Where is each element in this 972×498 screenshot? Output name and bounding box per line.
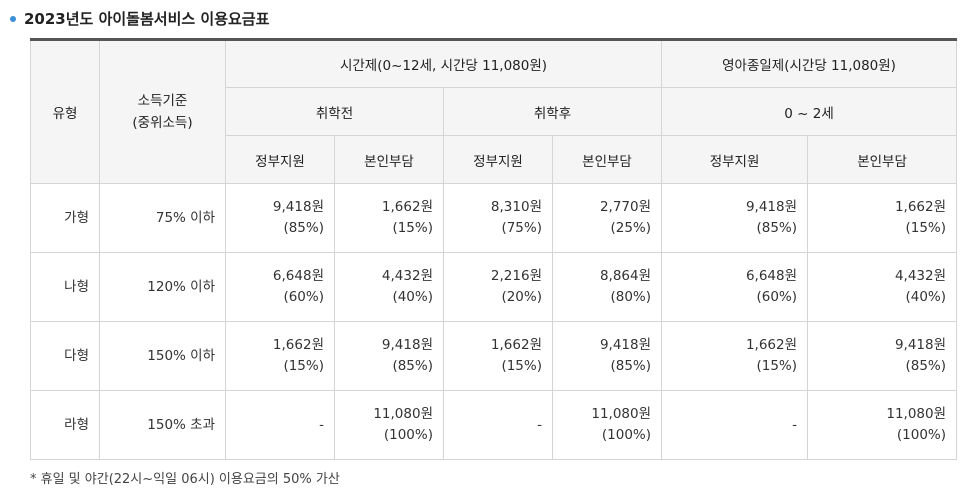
infant-self-cell: 4,432원 (40%) xyxy=(807,252,958,322)
header-gov: 정부지원 xyxy=(225,135,335,184)
header-self: 본인부담 xyxy=(551,135,663,184)
table-row: 다형 150% 이하 1,662원 (15%) 9,418원 (85%) 1,662원 … xyxy=(30,321,958,391)
infant-gov-cell: 9,418원 (85%) xyxy=(661,183,809,253)
footnote: * 휴일 및 야간(22시~익일 06시) 이용요금의 50% 가산 xyxy=(30,472,340,487)
hourly-post-gov-cell: 1,662원 (15%) xyxy=(443,321,553,391)
hourly-post-gov-cell: 2,216원 (20%) xyxy=(443,252,553,322)
header-self: 본인부담 xyxy=(807,135,958,184)
infant-self-cell: 11,080원 (100%) xyxy=(807,390,958,460)
hourly-pre-gov-cell: - xyxy=(225,390,335,460)
header-infant: 영아종일제(시간당 11,080원) xyxy=(661,38,958,88)
header-gov: 정부지원 xyxy=(661,135,809,184)
infant-self-cell: 1,662원 (15%) xyxy=(807,183,958,253)
bullet-icon xyxy=(10,15,16,22)
hourly-post-self-cell: 8,864원 (80%) xyxy=(551,252,663,322)
fee-table: 유형 소득기준 (중위소득) 시간제(0~12세, 시간당 11,080원) 영… xyxy=(30,38,958,460)
income-cell: 120% 이하 xyxy=(99,252,226,322)
table-row: 가형 75% 이하 9,418원 (85%) 1,662원 (15%) 8,310원 (… xyxy=(30,183,958,253)
infant-self-cell: 9,418원 (85%) xyxy=(807,321,958,391)
hourly-pre-gov-cell: 1,662원 (15%) xyxy=(225,321,335,391)
hourly-pre-gov-cell: 9,418원 (85%) xyxy=(225,183,335,253)
header-income: 소득기준 (중위소득) xyxy=(99,38,226,184)
income-cell: 75% 이하 xyxy=(99,183,226,253)
hourly-pre-self-cell: 11,080원 (100%) xyxy=(334,390,444,460)
income-cell: 150% 초과 xyxy=(99,390,226,460)
type-cell: 다형 xyxy=(30,321,100,391)
header-age-range: 0 ~ 2세 xyxy=(661,87,958,136)
hourly-post-gov-cell: 8,310원 (75%) xyxy=(443,183,553,253)
header-hourly: 시간제(0~12세, 시간당 11,080원) xyxy=(224,38,663,88)
type-cell: 라형 xyxy=(30,390,100,460)
title-text: 2023년도 아이돌봄서비스 이용요금표 xyxy=(24,10,270,28)
page-title: 2023년도 아이돌봄서비스 이용요금표 xyxy=(10,8,269,29)
infant-gov-cell: 1,662원 (15%) xyxy=(661,321,809,391)
hourly-post-self-cell: 9,418원 (85%) xyxy=(551,321,663,391)
hourly-post-gov-cell: - xyxy=(443,390,553,460)
type-cell: 나형 xyxy=(30,252,100,322)
hourly-post-self-cell: 2,770원 (25%) xyxy=(551,183,663,253)
header-pre-school: 취학전 xyxy=(225,87,444,136)
header-gov: 정부지원 xyxy=(443,135,553,184)
hourly-post-self-cell: 11,080원 (100%) xyxy=(551,390,663,460)
income-cell: 150% 이하 xyxy=(99,321,226,391)
table-row: 라형 150% 초과 -11,080원 (100%) -11,080원 (100%) -… xyxy=(30,390,958,460)
hourly-pre-gov-cell: 6,648원 (60%) xyxy=(225,252,335,322)
header-post-school: 취학후 xyxy=(442,87,663,136)
header-self: 본인부담 xyxy=(334,135,444,184)
table-row: 나형 120% 이하 6,648원 (60%) 4,432원 (40%) 2,216원 … xyxy=(30,252,958,322)
header-type: 유형 xyxy=(30,38,100,184)
hourly-pre-self-cell: 4,432원 (40%) xyxy=(334,252,444,322)
hourly-pre-self-cell: 9,418원 (85%) xyxy=(334,321,444,391)
hourly-pre-self-cell: 1,662원 (15%) xyxy=(334,183,444,253)
infant-gov-cell: - xyxy=(661,390,809,460)
infant-gov-cell: 6,648원 (60%) xyxy=(661,252,809,322)
type-cell: 가형 xyxy=(30,183,100,253)
